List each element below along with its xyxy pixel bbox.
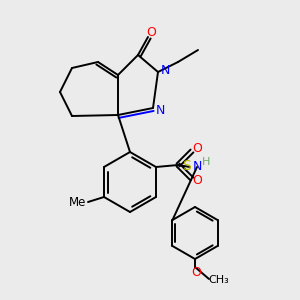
- Text: CH₃: CH₃: [208, 275, 230, 285]
- Text: Me: Me: [69, 196, 87, 209]
- Text: O: O: [192, 175, 202, 188]
- Text: O: O: [146, 26, 156, 38]
- Text: H: H: [202, 157, 210, 167]
- Text: O: O: [192, 142, 202, 155]
- Text: S: S: [182, 159, 191, 173]
- Text: N: N: [155, 103, 165, 116]
- Text: O: O: [191, 266, 201, 280]
- Text: N: N: [192, 160, 202, 172]
- Text: N: N: [160, 64, 170, 76]
